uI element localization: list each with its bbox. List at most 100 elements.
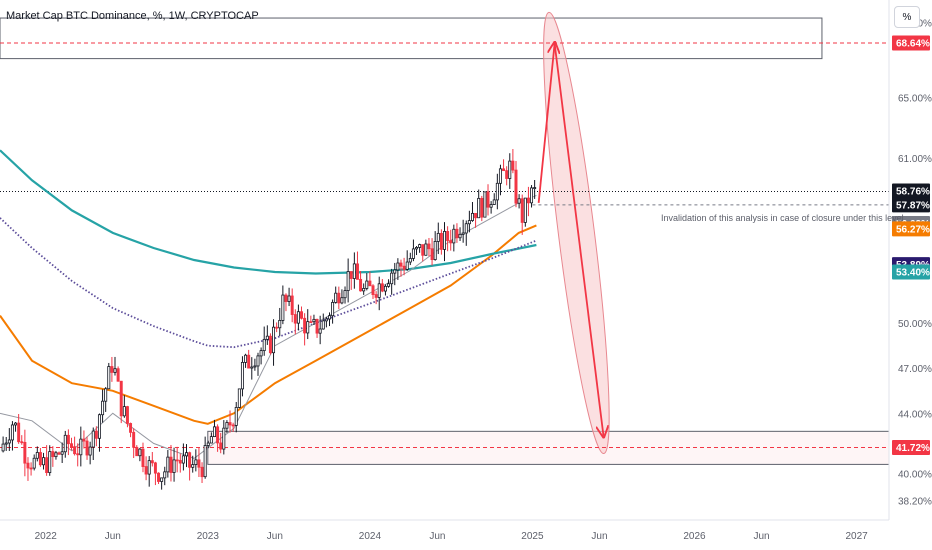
candle-body <box>51 451 55 458</box>
candle <box>178 453 182 473</box>
chart-title: Market Cap BTC Dominance, %, 1W, CRYPTOC… <box>6 10 259 22</box>
candle <box>455 223 459 243</box>
candle <box>4 437 8 451</box>
price-badge-bg <box>892 197 930 213</box>
teal_ma-line <box>0 149 537 275</box>
candle <box>303 313 307 346</box>
candle <box>200 462 204 483</box>
candle <box>181 443 185 471</box>
candle <box>85 436 89 460</box>
candle-body <box>278 320 282 329</box>
y-tick-label: 61.00% <box>898 154 932 165</box>
candle <box>234 401 238 433</box>
candle <box>42 452 46 470</box>
price-badge-text: 53.40% <box>896 268 930 279</box>
candle <box>287 287 291 307</box>
candle-body <box>104 388 108 402</box>
candle-body <box>328 315 331 320</box>
candle-body <box>523 197 527 223</box>
candle <box>346 258 350 303</box>
price-badge: 53.40% <box>892 264 930 280</box>
candle <box>430 238 434 266</box>
candle-body <box>443 231 446 250</box>
candle-body <box>244 354 248 363</box>
percent-scale-button[interactable]: % <box>894 6 920 28</box>
candle-body <box>303 317 307 334</box>
y-tick-label: 65.00% <box>898 94 932 105</box>
candle <box>135 445 139 457</box>
candle <box>88 441 92 465</box>
candle-body <box>23 441 27 464</box>
candle <box>116 366 120 382</box>
candle-body <box>259 350 263 357</box>
candle-body <box>446 231 450 241</box>
candle <box>368 271 372 287</box>
candle-body <box>113 368 117 373</box>
candle <box>340 289 344 305</box>
candle-body <box>138 448 142 457</box>
candle-body <box>371 285 375 295</box>
candle-body <box>119 380 123 417</box>
candle <box>48 445 52 476</box>
candle-body <box>489 204 493 208</box>
candle-body <box>216 426 220 444</box>
candle <box>523 197 527 227</box>
candle-body <box>116 368 120 382</box>
candle <box>1 436 5 453</box>
candle <box>17 413 21 444</box>
candle-body <box>517 198 521 204</box>
price-badges: 68.64%58.76%1d 9h57.87%56.63%56.27%53.89… <box>892 35 930 456</box>
candle <box>470 202 474 222</box>
candle <box>458 227 462 241</box>
candle-body <box>340 297 344 304</box>
candle <box>76 443 80 467</box>
candle <box>452 224 456 252</box>
candle <box>393 262 397 286</box>
candle <box>222 420 226 455</box>
candle <box>464 220 468 246</box>
candle <box>284 293 288 312</box>
candle-body <box>54 452 58 458</box>
purple_dotted-line <box>0 217 537 349</box>
candle <box>172 447 176 482</box>
candle-body <box>495 182 499 201</box>
candle-body <box>368 280 372 287</box>
candle <box>520 194 524 235</box>
candle-body <box>94 430 98 439</box>
candle-body <box>29 467 33 470</box>
candle-body <box>212 426 216 438</box>
axes-layer <box>0 0 890 521</box>
candle-body <box>150 460 154 464</box>
candle <box>110 356 114 382</box>
candle <box>405 250 409 271</box>
x-tick-labels: 2022 Jun 2023 Jun 2024 Jun 2025 Jun 2026 Jun 2027 <box>35 531 869 542</box>
candle <box>125 405 129 428</box>
candle <box>349 271 353 290</box>
candle <box>256 352 260 376</box>
candle <box>514 160 518 208</box>
candle <box>20 435 24 445</box>
candle <box>321 313 325 330</box>
candle-body <box>253 365 257 368</box>
candle <box>526 186 530 217</box>
candle <box>411 239 415 262</box>
candle <box>365 273 369 291</box>
candle <box>390 268 394 295</box>
candle-body <box>377 283 381 298</box>
candle <box>272 319 276 366</box>
candle-body <box>32 457 36 469</box>
candle-body <box>533 187 537 189</box>
candle-body <box>359 278 363 292</box>
candle <box>380 279 384 293</box>
candle-body <box>352 263 356 279</box>
candle-body <box>290 295 294 315</box>
candle <box>355 251 359 280</box>
candle <box>387 279 391 288</box>
orange_ema-line <box>0 224 537 425</box>
candle <box>259 347 263 365</box>
candle <box>502 159 506 172</box>
candle-body <box>178 459 182 464</box>
candle-body <box>284 294 288 302</box>
candle-body <box>200 466 204 478</box>
